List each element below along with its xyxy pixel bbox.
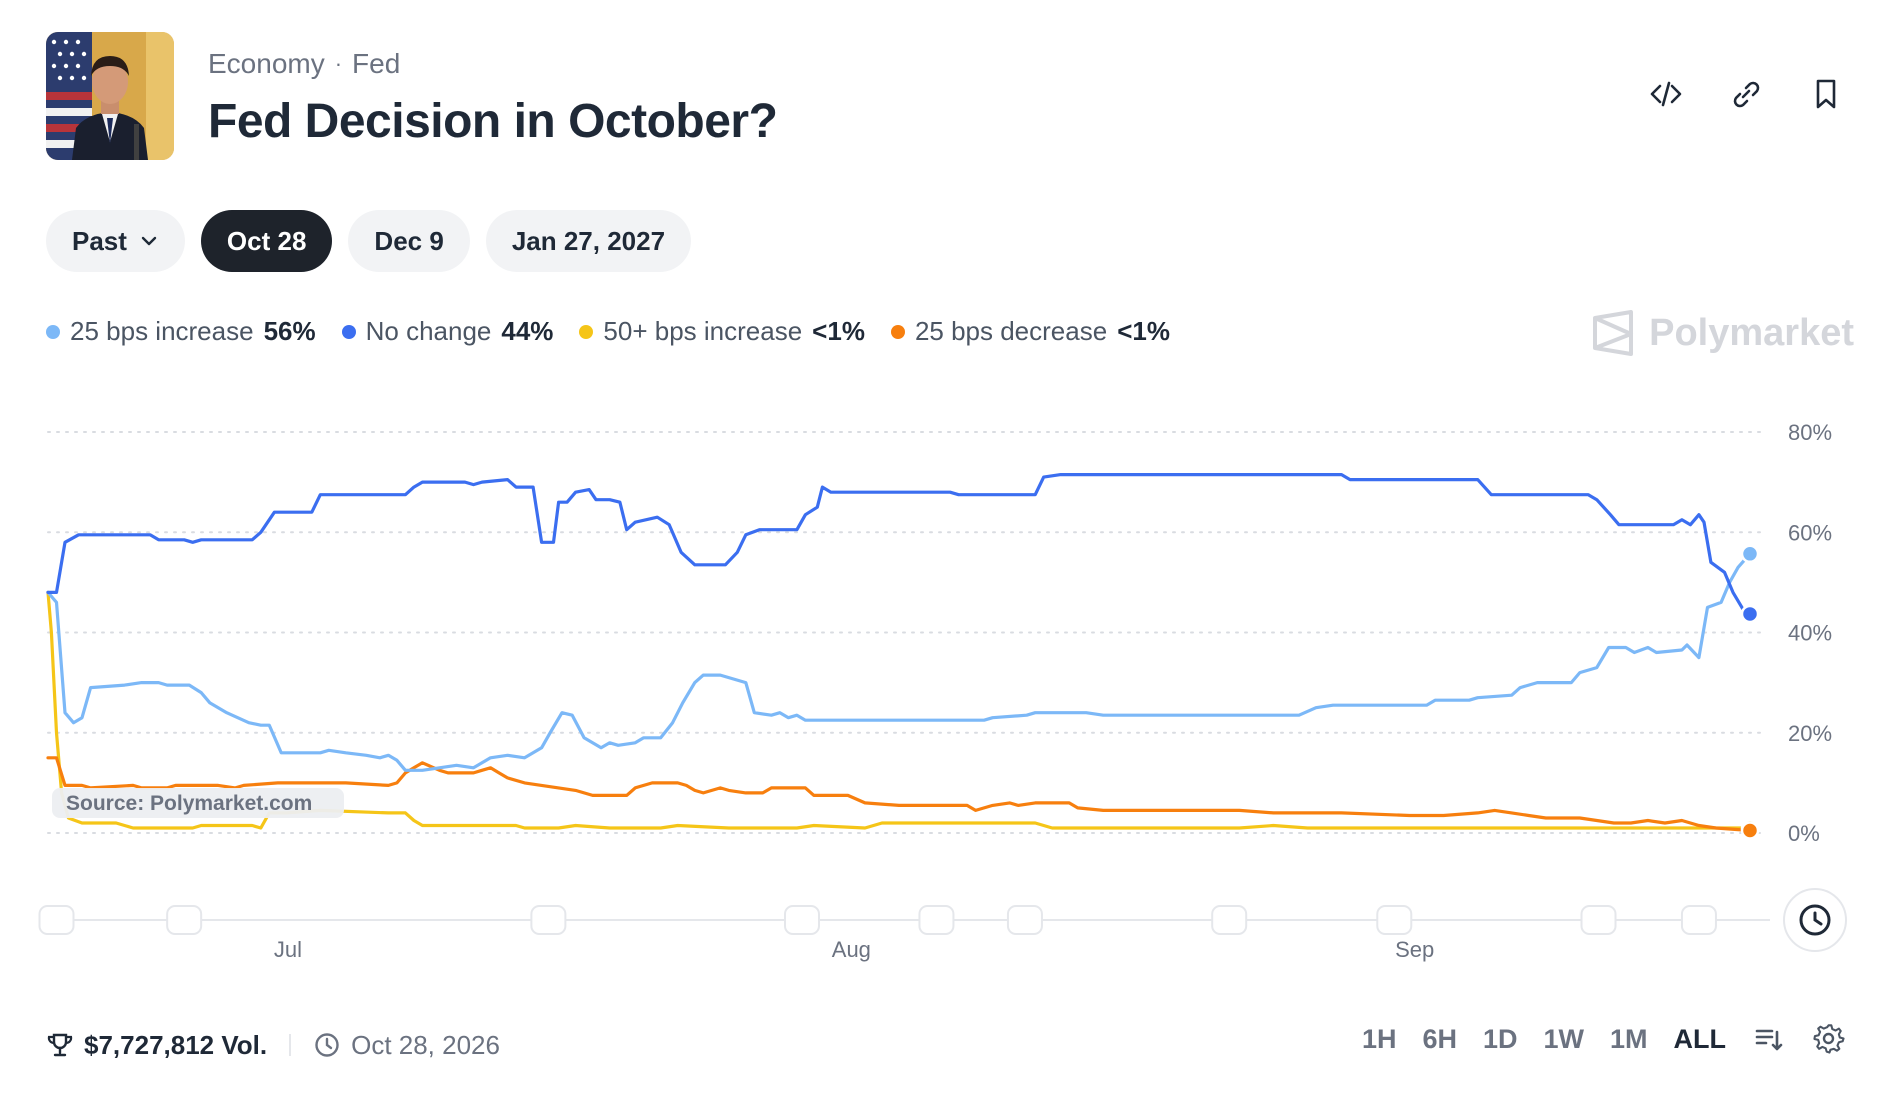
- legend-name: No change: [365, 316, 492, 346]
- copy-link-button[interactable]: [1728, 76, 1764, 112]
- volume-text: $7,727,812 Vol.: [84, 1029, 268, 1060]
- past-dropdown[interactable]: Past: [46, 210, 185, 272]
- legend-item-50bps-increase[interactable]: 50+ bps increase <1%: [579, 316, 865, 347]
- footer-divider: [289, 1034, 292, 1056]
- legend-value: 56%: [263, 316, 316, 346]
- breadcrumb-economy[interactable]: Economy: [208, 48, 325, 79]
- market-footer: $7,727,812 Vol. Oct 28, 2026 1H 6H 1D 1W…: [46, 1022, 1846, 1068]
- scrubber-marker[interactable]: [918, 905, 955, 935]
- trophy-icon: [47, 1033, 73, 1057]
- market-thumbnail: [46, 32, 174, 160]
- legend-item-no-change[interactable]: No change 44%: [341, 316, 554, 347]
- sort-icon: [1755, 1029, 1783, 1051]
- y-tick-label: 60%: [1788, 520, 1832, 545]
- settings-icon: [1813, 1024, 1845, 1054]
- end-date: Oct 28, 2026: [313, 1030, 500, 1061]
- chart-settings-button[interactable]: [1812, 1022, 1846, 1056]
- series-line-25-bps-increase: [46, 552, 1752, 772]
- bookmark-button[interactable]: [1808, 76, 1844, 112]
- chevron-down-icon: [141, 236, 157, 246]
- range-1m[interactable]: 1M: [1610, 1023, 1648, 1054]
- clock-hands: [1813, 911, 1823, 926]
- scrubber-marker[interactable]: [1376, 905, 1413, 935]
- series-line-no-change: [46, 473, 1752, 616]
- header-actions: [1648, 76, 1844, 112]
- legend-dot: [341, 324, 356, 339]
- scrubber-marker[interactable]: [1680, 905, 1717, 935]
- series-end-dots: [1740, 544, 1760, 840]
- time-scrubber[interactable]: [38, 905, 1770, 935]
- range-1w[interactable]: 1W: [1543, 1023, 1585, 1054]
- x-tick-label: Sep: [1395, 937, 1434, 962]
- bookmark-icon: [1816, 79, 1836, 109]
- series-lines: [46, 473, 1752, 833]
- legend-value: 44%: [501, 316, 554, 346]
- polymarket-watermark: Polymarket: [1591, 310, 1854, 356]
- legend-item-25bps-decrease[interactable]: 25 bps decrease <1%: [890, 316, 1170, 347]
- scrubber-marker[interactable]: [1006, 905, 1043, 935]
- clock-icon: [1799, 904, 1831, 936]
- price-chart[interactable]: 80% 60% 40% 20% 0% Source: Polymarket.com Ju…: [0, 390, 1888, 990]
- link-icon: [1733, 81, 1760, 108]
- brand-name: Polymarket: [1649, 311, 1854, 354]
- series-line-25-bps-decrease: [46, 756, 1752, 833]
- scrubber-marker[interactable]: [1211, 905, 1248, 935]
- tab-dec-9[interactable]: Dec 9: [348, 210, 470, 272]
- range-1h[interactable]: 1H: [1361, 1023, 1397, 1054]
- range-1d[interactable]: 1D: [1482, 1023, 1518, 1054]
- breadcrumb-fed[interactable]: Fed: [352, 48, 401, 79]
- legend-value: <1%: [1117, 316, 1170, 346]
- market-header: Economy · Fed Fed Decision in October?: [46, 32, 1846, 162]
- legend-name: 25 bps decrease: [914, 316, 1108, 346]
- polymarket-logo-icon: [1593, 310, 1634, 356]
- scrubber-marker[interactable]: [530, 905, 567, 935]
- legend-name: 50+ bps increase: [603, 316, 803, 346]
- y-tick-label: 20%: [1788, 721, 1832, 746]
- clock-icon: [315, 1033, 339, 1057]
- source-label-text: Source: Polymarket.com: [66, 792, 312, 815]
- tab-oct-28[interactable]: Oct 28: [200, 210, 333, 272]
- chart-sort-button[interactable]: [1752, 1022, 1786, 1056]
- source-label-bg: [52, 788, 344, 818]
- range-all[interactable]: ALL: [1673, 1023, 1726, 1054]
- legend-dot: [46, 324, 60, 339]
- legend-item-25bps-increase[interactable]: 25 bps increase 56%: [46, 316, 316, 347]
- volume-info: $7,727,812 Vol.: [46, 1030, 267, 1061]
- scrubber-marker[interactable]: [1580, 905, 1617, 935]
- y-tick-label: 40%: [1788, 621, 1832, 646]
- scrubber-marker[interactable]: [783, 905, 820, 935]
- legend-name: 25 bps increase: [70, 316, 254, 346]
- range-6h[interactable]: 6H: [1422, 1023, 1457, 1054]
- grid-lines: [47, 431, 1761, 834]
- embed-button[interactable]: [1648, 76, 1684, 112]
- legend-value: <1%: [812, 316, 865, 346]
- breadcrumb: Economy · Fed: [208, 48, 400, 80]
- legend-dot: [890, 324, 905, 339]
- x-axis-labels: Jul Aug Sep: [274, 937, 1434, 962]
- date-tabs: Past Oct 28 Dec 9 Jan 27, 2027: [46, 210, 692, 272]
- time-range-selector: 1H 6H 1D 1W 1M ALL: [1362, 1022, 1846, 1056]
- end-date-text: Oct 28, 2026: [351, 1029, 500, 1060]
- scrubber-marker[interactable]: [166, 905, 203, 935]
- code-icon: [1650, 81, 1682, 107]
- source-label: Source: Polymarket.com: [52, 788, 344, 818]
- scrubber-marker[interactable]: [38, 905, 75, 935]
- y-tick-label: 80%: [1788, 420, 1832, 445]
- page-title: Fed Decision in October?: [208, 95, 778, 148]
- breadcrumb-separator: ·: [334, 51, 343, 76]
- series-end-dot: [1740, 604, 1760, 624]
- legend-dot: [579, 324, 594, 339]
- y-axis-labels: 80% 60% 40% 20% 0%: [1788, 420, 1832, 846]
- x-tick-label: Aug: [832, 937, 871, 962]
- series-end-dot: [1740, 544, 1760, 564]
- x-tick-label: Jul: [274, 937, 302, 962]
- tab-jan-27-2027[interactable]: Jan 27, 2027: [485, 210, 692, 272]
- series-line-50-bps-increase: [46, 590, 1752, 830]
- speaker-photo-icon: [46, 32, 174, 160]
- past-label: Past: [72, 225, 127, 256]
- series-end-dot: [1740, 821, 1760, 840]
- history-button[interactable]: [1783, 888, 1847, 952]
- chart-legend: 25 bps increase 56% No change 44% 50+ bp…: [46, 316, 1170, 347]
- y-tick-label: 0%: [1788, 821, 1820, 846]
